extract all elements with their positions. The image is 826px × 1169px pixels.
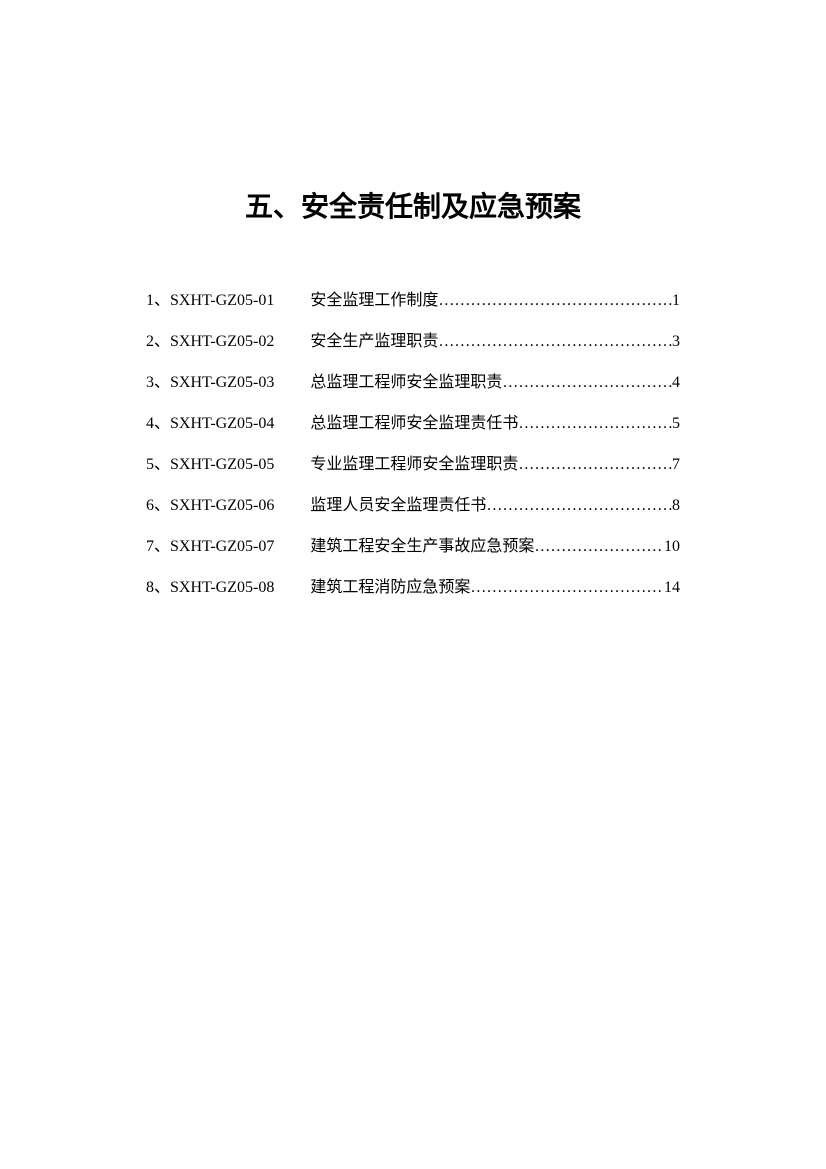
toc-entry-page: 7: [672, 457, 680, 473]
toc-entry-leader: …………………………………………………………: [438, 334, 672, 350]
toc-entry-code: SXHT-GZ05-04: [170, 416, 274, 432]
toc-entry-index: 4、: [146, 416, 170, 432]
toc-entry-index: 6、: [146, 498, 170, 514]
toc-entry-description: 建筑工程安全生产事故应急预案: [310, 539, 534, 555]
toc-entry-leader: …………………………………………………………: [438, 293, 672, 309]
toc-entry-description: 监理人员安全监理责任书: [310, 498, 486, 514]
toc-entry-page: 8: [672, 498, 680, 514]
toc-entry: 6、SXHT-GZ05-06 监理人员安全监理责任书…………………………………………: [146, 498, 680, 514]
toc-entry-index: 3、: [146, 375, 170, 391]
toc-entry-leader: …………………………………………………………: [470, 580, 664, 596]
toc-entry-leader: …………………………………………………………: [518, 457, 672, 473]
toc-entry-code: SXHT-GZ05-01: [170, 293, 274, 309]
toc-entry-description: 建筑工程消防应急预案: [310, 580, 470, 596]
toc-entry-index: 2、: [146, 334, 170, 350]
toc-entry-code: SXHT-GZ05-02: [170, 334, 274, 350]
document-page: 五、安全责任制及应急预案 1、SXHT-GZ05-01安全监理工作制度………………: [0, 0, 826, 596]
toc-entry-description: 专业监理工程师安全监理职责: [310, 457, 518, 473]
toc-entry-index: 5、: [146, 457, 170, 473]
page-title: 五、安全责任制及应急预案: [146, 185, 680, 225]
toc-entry-page: 5: [672, 416, 680, 432]
toc-entry-leader: …………………………………………………………: [518, 416, 672, 432]
toc-entry-leader: …………………………………………………………: [486, 498, 672, 514]
toc-entry: 2、SXHT-GZ05-02 安全生产监理职责…………………………………………………: [146, 334, 680, 350]
toc-entry-leader: …………………………………………………………: [534, 539, 664, 555]
toc-entry-page: 14: [664, 580, 680, 596]
toc-entry-code: SXHT-GZ05-06: [170, 498, 274, 514]
toc-entry-description: 总监理工程师安全监理责任书: [310, 416, 518, 432]
toc-entry-description: 安全生产监理职责: [310, 334, 438, 350]
toc-entry-index: 1、: [146, 293, 170, 309]
toc-entry: 8、SXHT-GZ05-08 建筑工程消防应急预案……………………………………………: [146, 580, 680, 596]
table-of-contents: 1、SXHT-GZ05-01安全监理工作制度…………………………………………………: [146, 293, 680, 596]
toc-entry-page: 10: [664, 539, 680, 555]
toc-entry-code: SXHT-GZ05-08: [170, 580, 274, 596]
toc-entry-code: SXHT-GZ05-05: [170, 457, 274, 473]
toc-entry: 7、SXHT-GZ05-07 建筑工程安全生产事故应急预案…………………………………: [146, 539, 680, 555]
toc-entry: 5、SXHT-GZ05-05 专业监理工程师安全监理职责……………………………………: [146, 457, 680, 473]
toc-entry-code: SXHT-GZ05-07: [170, 539, 274, 555]
toc-entry: 4、SXHT-GZ05-04 总监理工程师安全监理责任书……………………………………: [146, 416, 680, 432]
toc-entry-description: 总监理工程师安全监理职责: [310, 375, 502, 391]
toc-entry-index: 8、: [146, 580, 170, 596]
toc-entry-page: 4: [672, 375, 680, 391]
toc-entry: 1、SXHT-GZ05-01 安全监理工作制度…………………………………………………: [146, 293, 680, 309]
toc-entry-page: 3: [672, 334, 680, 350]
toc-entry-leader: …………………………………………………………: [502, 375, 672, 391]
toc-entry-code: SXHT-GZ05-03: [170, 375, 274, 391]
toc-entry-page: 1: [672, 293, 680, 309]
toc-entry: 3、SXHT-GZ05-03 总监理工程师安全监理职责………………………………………: [146, 375, 680, 391]
toc-entry-index: 7、: [146, 539, 170, 555]
toc-entry-description: 安全监理工作制度: [310, 293, 438, 309]
